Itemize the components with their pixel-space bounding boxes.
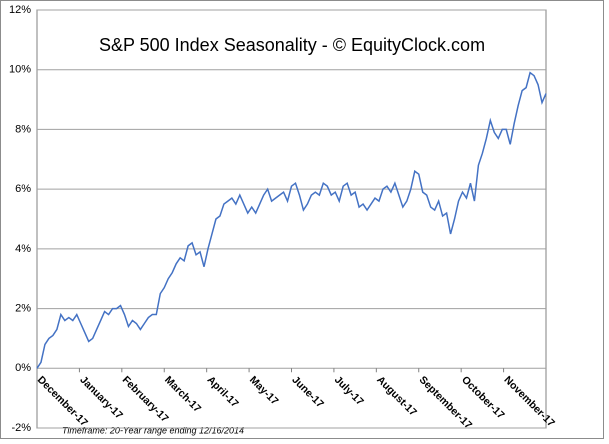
y-tick-label: 6% — [15, 183, 31, 195]
y-tick-label: -2% — [11, 422, 31, 434]
y-tick-label: 10% — [9, 64, 31, 76]
chart-title: S&P 500 Index Seasonality - © EquityCloc… — [99, 35, 485, 55]
footnote: Timeframe: 20-Year range ending 12/16/20… — [62, 425, 244, 435]
y-tick-label: 4% — [15, 243, 31, 255]
plot-area — [36, 9, 547, 429]
data-line — [36, 71, 547, 369]
y-tick-label: 12% — [9, 4, 31, 16]
y-tick-label: 8% — [15, 123, 31, 135]
y-tick-label: 2% — [15, 302, 31, 314]
y-tick-label: 0% — [15, 362, 31, 374]
